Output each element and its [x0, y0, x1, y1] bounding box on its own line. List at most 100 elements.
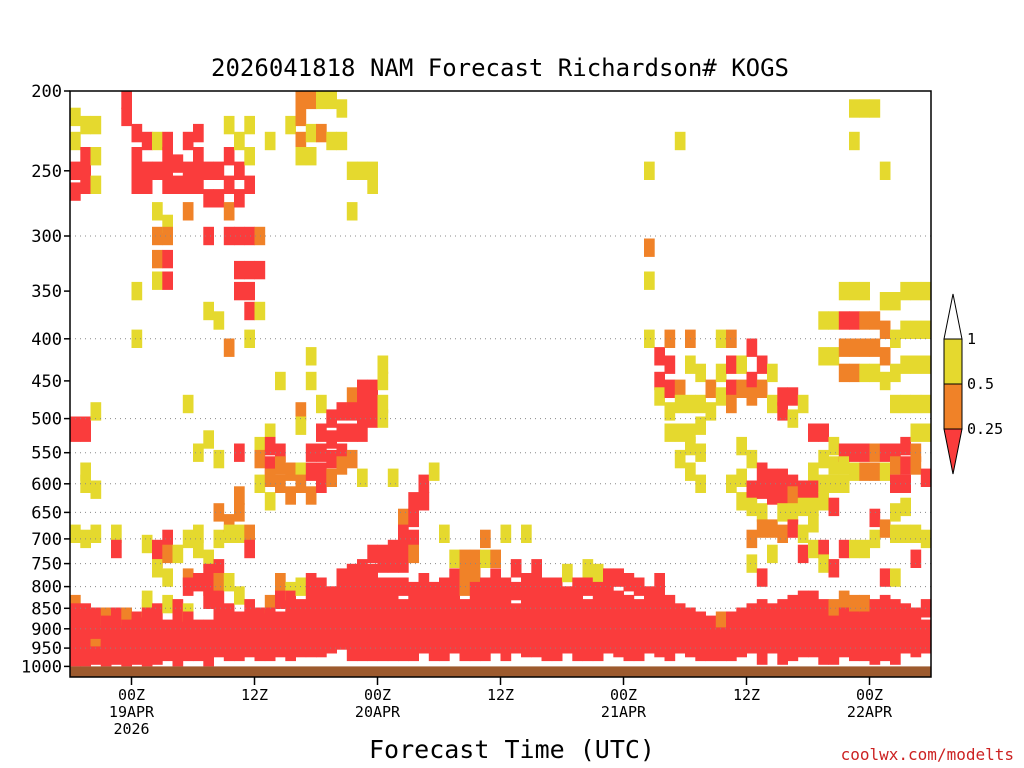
heatmap-cell [141, 161, 153, 180]
heatmap-cell [582, 642, 594, 662]
heatmap-cell [777, 646, 788, 665]
heatmap-cell [746, 338, 758, 357]
heatmap-cell [879, 611, 891, 630]
heatmap-cell [336, 615, 348, 634]
heatmap-cell [336, 99, 348, 118]
heatmap-cell [726, 627, 737, 646]
heatmap-cell [480, 642, 491, 662]
heatmap-cell [162, 594, 173, 614]
heatmap-cell [572, 642, 583, 662]
heatmap-cell [346, 402, 358, 421]
heatmap-cell [367, 394, 378, 414]
heatmap-cell [418, 619, 430, 638]
heatmap-cell [162, 631, 173, 650]
heatmap-cell [746, 603, 758, 622]
heatmap-cell [387, 577, 399, 596]
heatmap-cell [295, 147, 307, 166]
heatmap-cell [346, 387, 358, 406]
heatmap-cell [131, 161, 143, 180]
heatmap-cell [203, 577, 214, 596]
heatmap-cell [859, 611, 870, 630]
heatmap-cell [849, 443, 860, 462]
heatmap-cell [234, 189, 245, 208]
x-tick-label: 12Z [241, 686, 268, 704]
heatmap-cell [305, 443, 317, 462]
heatmap-cell [254, 260, 266, 280]
heatmap-cell [162, 226, 173, 246]
heatmap-cell [736, 379, 747, 398]
heatmap-cell [223, 226, 235, 246]
y-tick-label: 550 [31, 444, 62, 464]
y-tick-label: 700 [31, 530, 62, 550]
heatmap-cell [439, 524, 450, 543]
y-tick-label: 300 [31, 227, 62, 247]
heatmap-cell [777, 402, 788, 421]
heatmap-cell [141, 631, 153, 650]
heatmap-cell [357, 642, 368, 662]
heatmap-cell [767, 394, 778, 414]
heatmap-cell [203, 161, 214, 180]
heatmap-cell [172, 175, 184, 194]
heatmap-cell [223, 573, 235, 592]
heatmap-cell [295, 462, 307, 481]
heatmap-cell [490, 586, 501, 605]
heatmap-cell [203, 563, 214, 583]
heatmap-cell [244, 281, 255, 301]
heatmap-cell [193, 161, 204, 180]
heatmap-cell [408, 615, 419, 634]
heatmap-cell [244, 226, 255, 246]
heatmap-cell [746, 635, 758, 654]
heatmap-cell [182, 529, 194, 549]
heatmap-cell [910, 355, 922, 374]
heatmap-cell [787, 503, 799, 522]
heatmap-cell [756, 503, 768, 522]
heatmap-cell [869, 443, 881, 462]
heatmap-cell [869, 363, 881, 383]
heatmap-cell [162, 147, 173, 166]
heatmap-cell [234, 226, 245, 246]
heatmap-cell [756, 355, 768, 374]
heatmap-cell [141, 131, 153, 151]
heatmap-cell [879, 642, 891, 662]
heatmap-cell [828, 599, 840, 618]
heatmap-cell [111, 646, 122, 665]
heatmap-cell [357, 468, 368, 487]
heatmap-cell [172, 627, 184, 646]
heatmap-cell [890, 456, 901, 475]
heatmap-cell [654, 607, 665, 626]
heatmap-cell [387, 594, 399, 614]
x-tick-label: 12Z [733, 686, 760, 704]
heatmap-cell [90, 147, 102, 166]
heatmap-cell [305, 486, 317, 505]
y-tick-label: 350 [31, 282, 62, 302]
heatmap-cell [890, 631, 901, 650]
heatmap-cell [644, 619, 655, 638]
heatmap-cell [920, 619, 932, 638]
heatmap-cell [367, 642, 378, 662]
heatmap-cell [459, 615, 471, 634]
heatmap-cell [480, 611, 491, 630]
heatmap-cell [254, 301, 266, 321]
heatmap-cell [285, 631, 296, 650]
y-tick-label: 950 [31, 639, 62, 659]
heatmap-cell [715, 387, 727, 406]
heatmap-cell [849, 338, 860, 357]
heatmap-cell [449, 603, 460, 622]
heatmap-cell [572, 611, 583, 630]
heatmap-cell [408, 492, 419, 511]
legend-bin [943, 383, 963, 430]
heatmap-cell [849, 462, 860, 481]
heatmap-cell [377, 394, 389, 414]
heatmap-cell [275, 611, 286, 630]
heatmap-cell [664, 329, 676, 348]
heatmap-cell [346, 599, 358, 618]
heatmap-cell [100, 648, 112, 667]
heatmap-cell [695, 611, 706, 630]
heatmap-cell [849, 99, 860, 118]
heatmap-cell [193, 123, 204, 143]
heatmap-cell [510, 635, 522, 654]
heatmap-cell [541, 642, 553, 662]
heatmap-cell [408, 544, 419, 564]
heatmap-cell [736, 355, 747, 374]
heatmap-cell [111, 607, 122, 626]
